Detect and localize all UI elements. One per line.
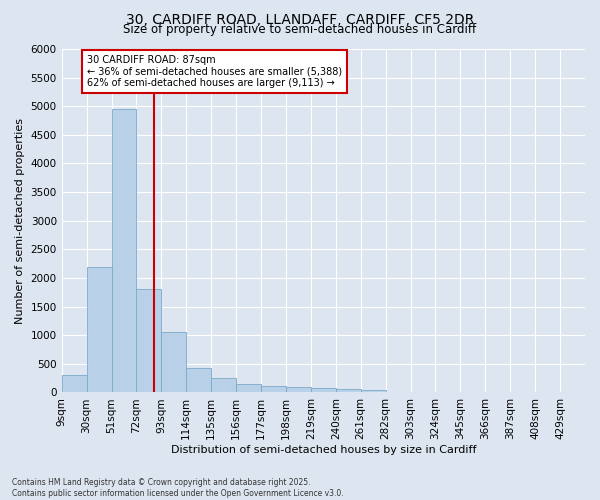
Bar — [86, 266, 112, 392]
X-axis label: Distribution of semi-detached houses by size in Cardiff: Distribution of semi-detached houses by … — [170, 445, 476, 455]
Bar — [112, 109, 136, 393]
Bar — [211, 378, 236, 392]
Bar — [62, 374, 86, 392]
Bar — [236, 384, 261, 392]
Bar — [336, 390, 361, 392]
Text: Contains HM Land Registry data © Crown copyright and database right 2025.
Contai: Contains HM Land Registry data © Crown c… — [12, 478, 344, 498]
Bar — [136, 290, 161, 393]
Bar — [261, 386, 286, 392]
Bar — [361, 390, 386, 392]
Bar — [311, 388, 336, 392]
Bar — [161, 332, 186, 392]
Bar — [186, 368, 211, 392]
Text: 30, CARDIFF ROAD, LLANDAFF, CARDIFF, CF5 2DR: 30, CARDIFF ROAD, LLANDAFF, CARDIFF, CF5… — [126, 12, 474, 26]
Text: 30 CARDIFF ROAD: 87sqm
← 36% of semi-detached houses are smaller (5,388)
62% of : 30 CARDIFF ROAD: 87sqm ← 36% of semi-det… — [86, 54, 342, 88]
Text: Size of property relative to semi-detached houses in Cardiff: Size of property relative to semi-detach… — [124, 22, 476, 36]
Y-axis label: Number of semi-detached properties: Number of semi-detached properties — [15, 118, 25, 324]
Bar — [286, 388, 311, 392]
